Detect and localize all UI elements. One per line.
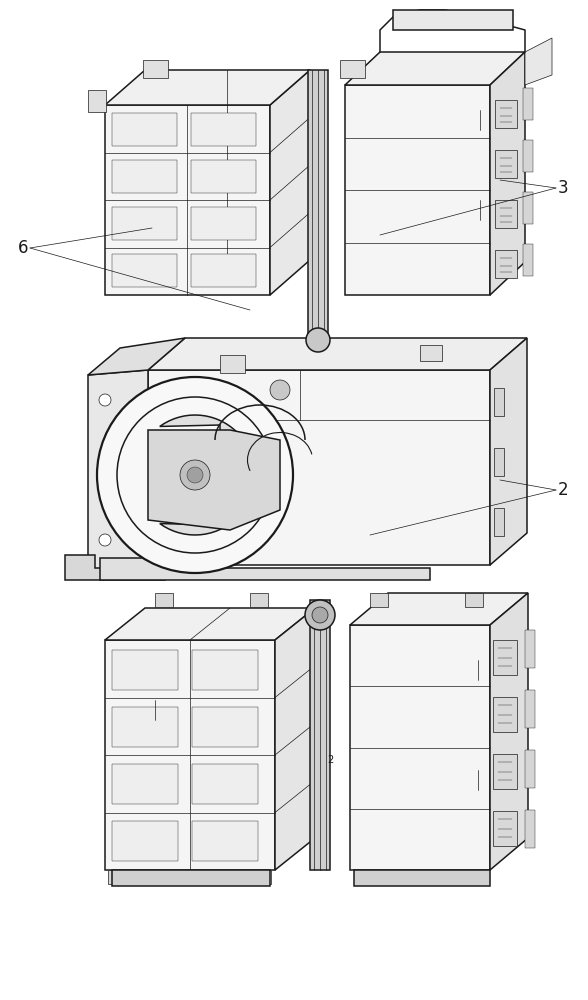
Bar — [191, 113, 256, 146]
Bar — [191, 254, 256, 287]
Bar — [191, 207, 256, 240]
Text: 6: 6 — [18, 239, 28, 257]
Bar — [523, 88, 533, 120]
Bar — [493, 697, 517, 732]
Bar — [155, 593, 173, 607]
Polygon shape — [105, 70, 310, 105]
Circle shape — [270, 380, 290, 400]
Polygon shape — [490, 338, 527, 565]
Bar — [370, 593, 388, 607]
Polygon shape — [88, 338, 185, 375]
Polygon shape — [148, 370, 490, 565]
Bar — [112, 254, 177, 287]
Circle shape — [97, 377, 293, 573]
Bar — [495, 100, 517, 128]
Polygon shape — [105, 608, 315, 640]
Polygon shape — [105, 640, 275, 870]
Polygon shape — [65, 555, 165, 580]
Bar — [420, 345, 442, 361]
Bar — [112, 707, 178, 747]
Bar — [494, 388, 504, 416]
Polygon shape — [525, 38, 552, 85]
Circle shape — [187, 467, 203, 483]
Text: 2: 2 — [327, 755, 333, 765]
Bar — [220, 355, 245, 373]
Bar — [112, 821, 178, 861]
Bar — [340, 60, 365, 78]
Bar — [523, 140, 533, 172]
Bar — [525, 690, 535, 728]
Bar — [493, 640, 517, 675]
Bar — [354, 870, 490, 886]
Bar — [112, 650, 178, 690]
Bar — [308, 70, 328, 340]
Polygon shape — [345, 85, 490, 295]
Polygon shape — [148, 338, 527, 370]
Bar — [108, 870, 271, 884]
Polygon shape — [350, 625, 490, 870]
Bar — [88, 90, 106, 112]
Text: 2: 2 — [558, 481, 569, 499]
Circle shape — [306, 328, 330, 352]
Polygon shape — [490, 593, 528, 870]
Bar — [495, 150, 517, 178]
Bar — [192, 650, 258, 690]
Bar — [192, 821, 258, 861]
Bar — [523, 244, 533, 276]
Bar — [393, 10, 513, 30]
Circle shape — [180, 460, 210, 490]
Bar — [192, 764, 258, 804]
Polygon shape — [100, 558, 430, 580]
Bar — [191, 160, 256, 193]
Polygon shape — [160, 415, 255, 535]
Bar — [112, 870, 270, 886]
Bar — [112, 764, 178, 804]
Bar — [494, 448, 504, 476]
Bar — [112, 113, 177, 146]
Polygon shape — [345, 52, 525, 85]
Polygon shape — [88, 370, 148, 570]
Bar — [494, 508, 504, 536]
Polygon shape — [105, 105, 270, 295]
Bar — [112, 207, 177, 240]
Text: 3: 3 — [558, 179, 569, 197]
Circle shape — [312, 607, 328, 623]
Polygon shape — [275, 608, 315, 870]
Polygon shape — [350, 593, 528, 625]
Bar — [525, 630, 535, 668]
Polygon shape — [148, 430, 280, 530]
Bar — [192, 707, 258, 747]
Circle shape — [99, 534, 111, 546]
Bar — [523, 192, 533, 224]
Polygon shape — [270, 70, 310, 295]
Bar — [250, 593, 268, 607]
Bar — [493, 811, 517, 846]
Bar — [493, 754, 517, 789]
Bar — [495, 250, 517, 278]
Bar — [525, 810, 535, 848]
Bar — [143, 60, 168, 78]
Polygon shape — [490, 52, 525, 295]
Bar — [112, 160, 177, 193]
Bar — [495, 200, 517, 228]
Circle shape — [99, 394, 111, 406]
Circle shape — [305, 600, 335, 630]
Bar — [465, 593, 483, 607]
Bar — [525, 750, 535, 788]
Bar — [310, 600, 330, 870]
